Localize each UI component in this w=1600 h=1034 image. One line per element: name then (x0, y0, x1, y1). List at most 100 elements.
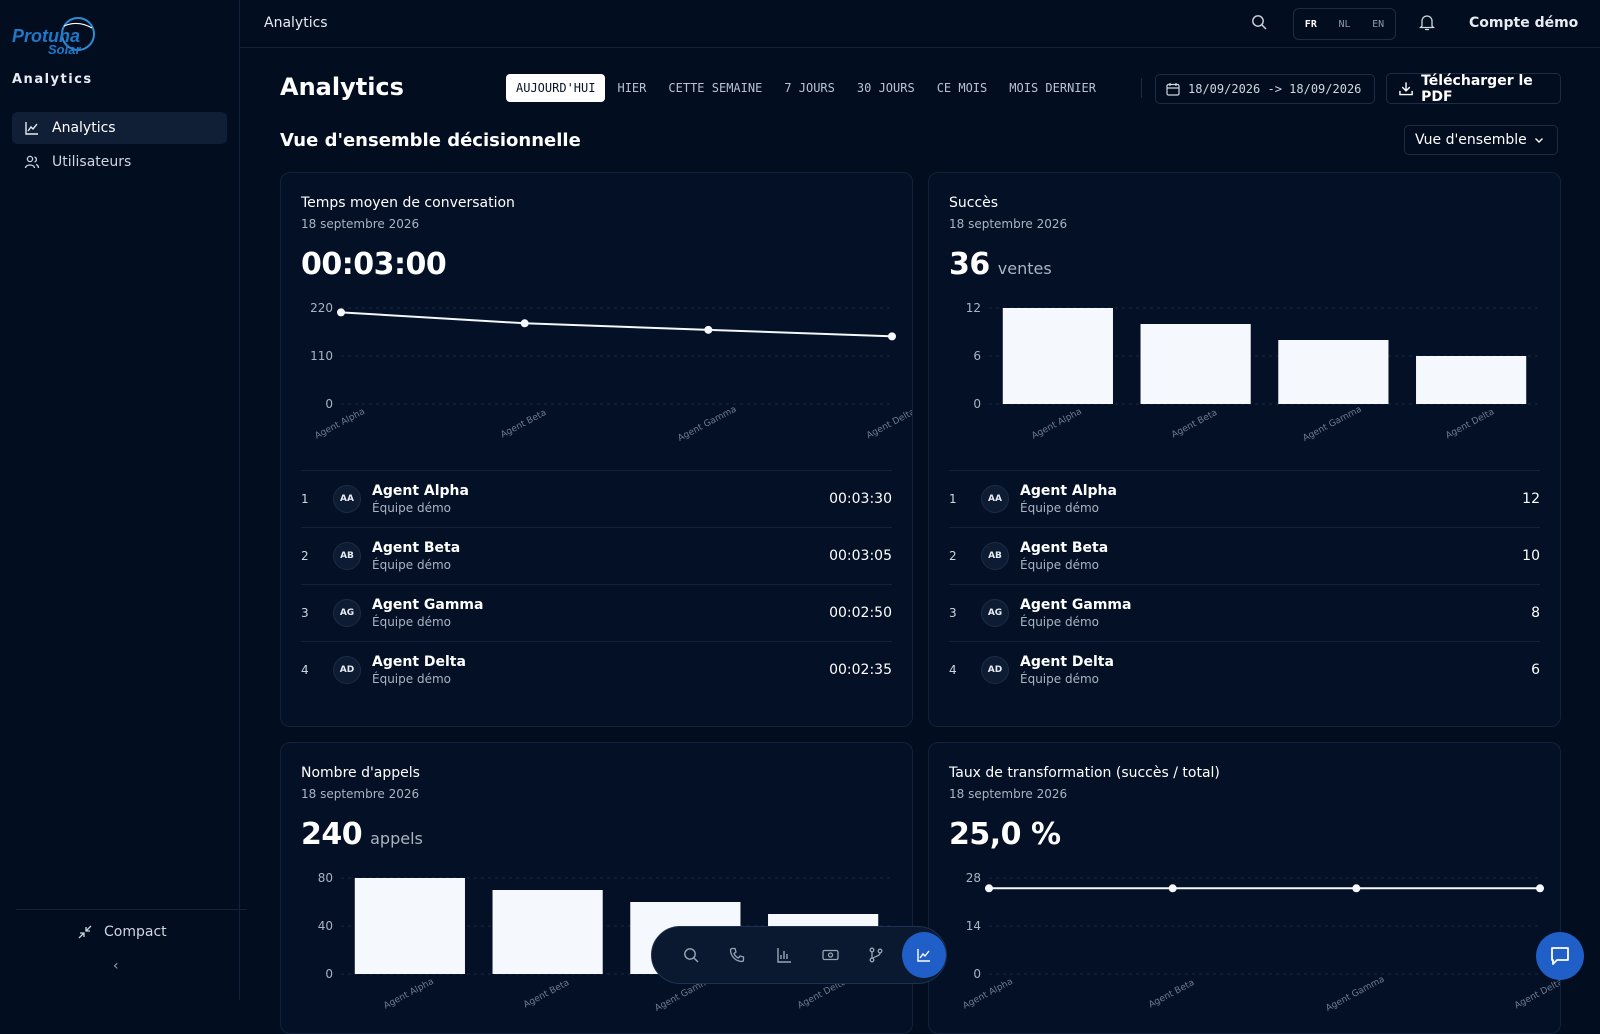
data-point[interactable] (1168, 884, 1177, 893)
x-tick-label: Agent Beta (499, 408, 548, 440)
bar[interactable] (354, 878, 465, 974)
dock-ticket-button[interactable] (807, 931, 853, 979)
search-icon (684, 948, 699, 963)
agent-name: Agent Beta (372, 540, 461, 556)
data-point[interactable] (888, 332, 896, 341)
agent-value: 00:02:35 (829, 662, 892, 678)
download-pdf-button[interactable]: Télécharger le PDF (1386, 73, 1561, 105)
data-point[interactable] (1352, 884, 1361, 893)
language-fr[interactable]: FR (1304, 18, 1317, 30)
search-icon[interactable] (1251, 14, 1267, 30)
account-menu[interactable]: Compte démo (1469, 15, 1579, 31)
minimize-icon (78, 925, 92, 939)
phone-icon (730, 947, 745, 963)
agent-ranking: 1 AA Agent Alpha Équipe démo 00:03:30 2 AB Agen… (301, 470, 892, 698)
data-point[interactable] (704, 325, 713, 334)
chat-button[interactable] (1536, 932, 1584, 980)
language-en[interactable]: EN (1372, 18, 1385, 30)
card-date: 18 septembre 2026 (949, 217, 1068, 231)
tab-last-month[interactable]: MOIS DERNIER (1009, 81, 1096, 95)
data-point[interactable] (520, 319, 529, 328)
collapse-sidebar-button[interactable]: ‹ (113, 958, 119, 974)
agent-row[interactable]: 2 AB Agent Beta Équipe démo 10 (949, 527, 1540, 584)
data-point[interactable] (337, 308, 345, 317)
agent-row[interactable]: 3 AG Agent Gamma Équipe démo 8 (949, 584, 1540, 641)
agent-name: Agent Alpha (1020, 483, 1117, 499)
agent-name: Agent Alpha (372, 483, 469, 499)
agent-row[interactable]: 3 AG Agent Gamma Équipe démo 00:02:50 (301, 584, 892, 641)
dock-phone-button[interactable] (714, 931, 760, 979)
bar[interactable] (1416, 356, 1527, 404)
sidebar-item-analytics[interactable]: Analytics (12, 112, 227, 144)
calendar-icon (1166, 83, 1180, 96)
card-value: 240 appels (301, 817, 423, 852)
sidebar-item-label: Utilisateurs (52, 154, 132, 170)
bell-icon[interactable] (1419, 14, 1435, 31)
tab-30-days[interactable]: 30 JOURS (856, 81, 915, 95)
dock-stats-button[interactable] (761, 931, 807, 979)
tab-today[interactable]: AUJOURD'HUI (506, 74, 606, 102)
date-range-picker[interactable]: 18/09/2026 -> 18/09/2026 (1155, 74, 1375, 104)
date-range-value: 18/09/2026 -> 18/09/2026 (1188, 82, 1362, 96)
card-unit: ventes (997, 259, 1052, 278)
tab-7-days[interactable]: 7 JOURS (784, 81, 835, 95)
bottom-dock (651, 926, 947, 984)
agent-info: Agent Beta Équipe démo (1020, 540, 1522, 572)
card-value: 36 ventes (949, 247, 1052, 282)
download-icon (1399, 82, 1413, 96)
agent-row[interactable]: 1 AA Agent Alpha Équipe démo 12 (949, 470, 1540, 527)
agent-name: Agent Gamma (372, 597, 484, 613)
x-tick-label: Agent Delta (1444, 407, 1496, 441)
metric-card-conversion-rate: Taux de transformation (succès / total) … (928, 742, 1561, 1034)
sidebar-title: Analytics (12, 72, 93, 87)
metric-card-success: Succès 18 septembre 2026 36 ventes 0 6 12 Ag… (928, 172, 1561, 727)
avatar: AG (333, 599, 361, 627)
bar-chart-icon (777, 948, 791, 963)
y-tick-label: 0 (325, 397, 333, 411)
agent-name: Agent Gamma (1020, 597, 1132, 613)
sidebar-item-label: Analytics (52, 120, 116, 136)
bar[interactable] (492, 890, 603, 974)
company-logo[interactable]: Protuna Solar (12, 16, 96, 56)
avatar: AD (981, 656, 1009, 684)
y-tick-label: 220 (310, 301, 333, 315)
tab-this-week[interactable]: CETTE SEMAINE (668, 81, 763, 95)
card-unit: appels (370, 829, 423, 848)
agent-row[interactable]: 2 AB Agent Beta Équipe démo 00:03:05 (301, 527, 892, 584)
period-tabs: AUJOURD'HUI HIER CETTE SEMAINE 7 JOURS 3… (506, 74, 1106, 102)
agent-info: Agent Gamma Équipe démo (372, 597, 829, 629)
data-point[interactable] (985, 884, 993, 893)
tab-this-month[interactable]: CE MOIS (936, 81, 988, 95)
tab-yesterday[interactable]: HIER (617, 81, 647, 95)
data-point[interactable] (1536, 884, 1544, 893)
ticket-icon (821, 949, 839, 961)
agent-value: 6 (1531, 662, 1540, 678)
avg-talk-time-chart: 0 110 220 Agent Alpha Agent Beta Agent Gamma A… (310, 301, 912, 444)
chat-bubble-icon (1551, 947, 1569, 965)
card-title: Taux de transformation (succès / total) (949, 765, 1220, 781)
language-nl[interactable]: NL (1338, 18, 1351, 30)
compact-button[interactable]: Compact (78, 924, 167, 940)
x-tick-label: Agent Gamma (676, 405, 738, 444)
view-select[interactable]: Vue d'ensemble (1404, 125, 1558, 155)
agent-row[interactable]: 1 AA Agent Alpha Équipe démo 00:03:30 (301, 470, 892, 527)
y-tick-label: 14 (966, 919, 981, 933)
series-line (340, 311, 893, 338)
bar[interactable] (1002, 308, 1113, 404)
dock-search-button[interactable] (668, 931, 714, 979)
sidebar-item-users[interactable]: Utilisateurs (12, 146, 227, 178)
avatar: AG (981, 599, 1009, 627)
chart-line-icon (25, 122, 38, 135)
bar[interactable] (1278, 340, 1389, 404)
section-title: Vue d'ensemble décisionnelle (280, 130, 581, 151)
agent-team: Équipe démo (372, 615, 451, 629)
agent-row[interactable]: 4 AD Agent Delta Équipe démo 00:02:35 (301, 641, 892, 698)
agent-team: Équipe démo (372, 558, 451, 572)
agent-row[interactable]: 4 AD Agent Delta Équipe démo 6 (949, 641, 1540, 698)
dock-analytics-button[interactable] (901, 932, 947, 978)
bar[interactable] (1140, 324, 1251, 404)
x-tick-label: Agent Delta (865, 407, 912, 441)
x-tick-label: Agent Gamma (1324, 975, 1386, 1014)
avatar: AD (333, 656, 361, 684)
dock-flow-button[interactable] (853, 931, 899, 979)
